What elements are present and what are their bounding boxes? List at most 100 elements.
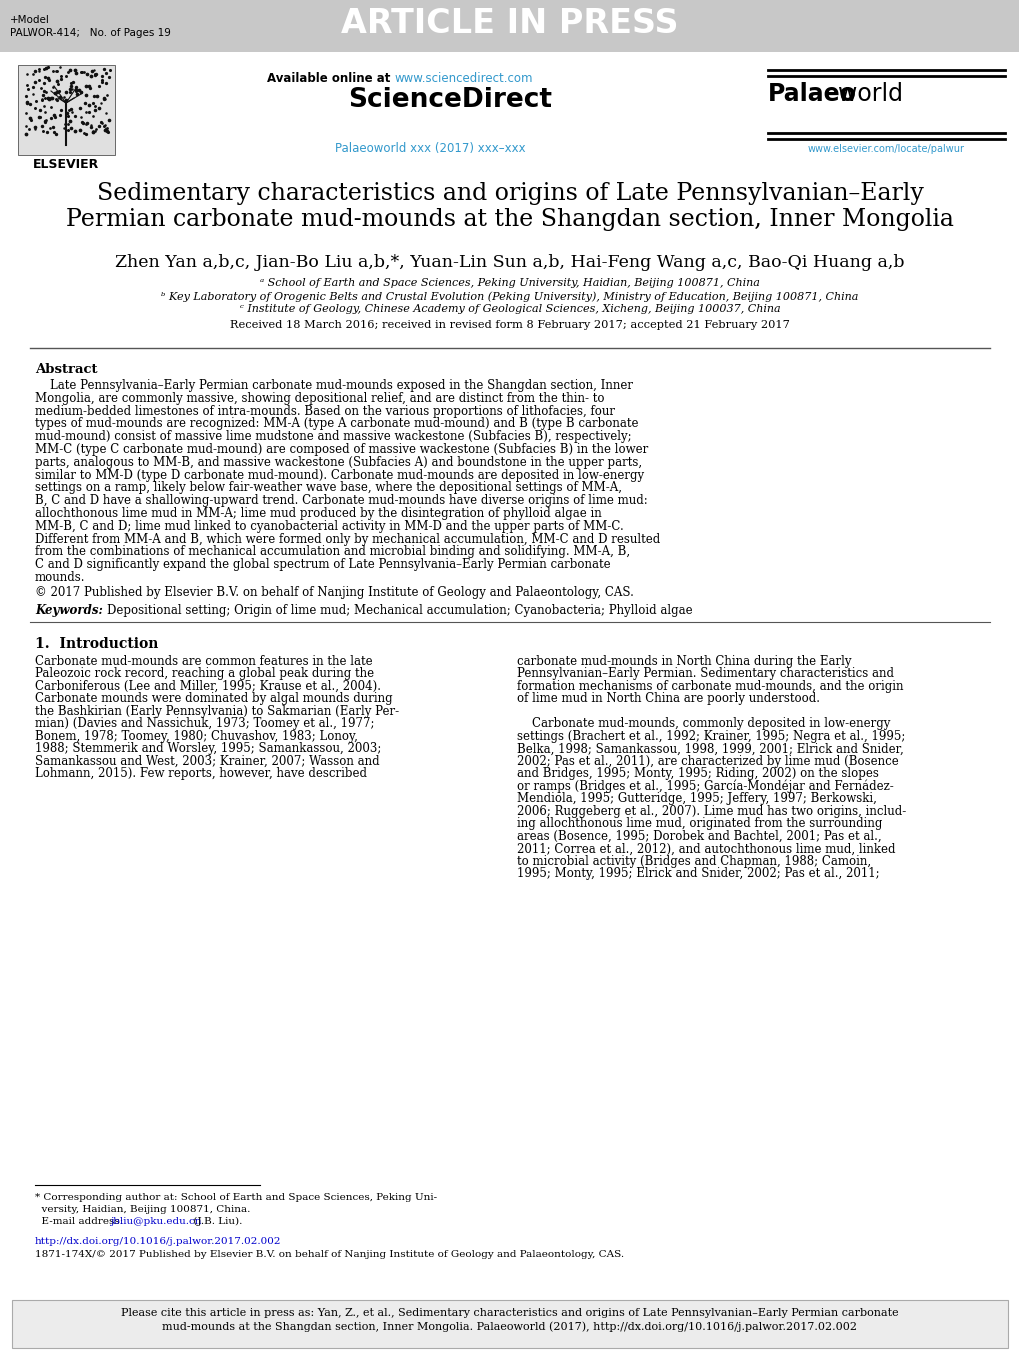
Point: [73, 81, 90, 103]
Text: PALWOR-414;   No. of Pages 19: PALWOR-414; No. of Pages 19: [10, 28, 171, 38]
Text: Lohmann, 2015). Few reports, however, have described: Lohmann, 2015). Few reports, however, ha…: [35, 767, 367, 781]
Text: 1.  Introduction: 1. Introduction: [35, 636, 158, 651]
Point: [93, 92, 109, 113]
Text: Carbonate mounds were dominated by algal mounds during: Carbonate mounds were dominated by algal…: [35, 692, 392, 705]
Point: [87, 63, 103, 85]
Point: [31, 59, 47, 81]
Point: [101, 109, 117, 131]
Text: settings on a ramp, likely below fair-weather wave base, where the depositional : settings on a ramp, likely below fair-we…: [35, 481, 622, 494]
Point: [37, 66, 53, 88]
Point: [37, 86, 53, 108]
Point: [87, 100, 103, 122]
Point: [62, 78, 78, 100]
Point: [52, 69, 68, 91]
Point: [49, 70, 65, 92]
Point: [99, 120, 115, 142]
Text: Depositional setting; Origin of lime mud; Mechanical accumulation; Cyanobacteria: Depositional setting; Origin of lime mud…: [107, 604, 692, 617]
Text: Carboniferous (Lee and Miller, 1995; Krause et al., 2004).: Carboniferous (Lee and Miller, 1995; Kra…: [35, 680, 381, 693]
Point: [72, 61, 89, 82]
Point: [17, 85, 34, 107]
Point: [88, 120, 104, 142]
Point: [56, 86, 72, 108]
Point: [77, 92, 94, 113]
Text: B, C and D have a shallowing-upward trend. Carbonate mud-mounds have diverse ori: B, C and D have a shallowing-upward tren…: [35, 494, 647, 507]
Point: [41, 86, 57, 108]
Point: [49, 89, 65, 111]
Text: ARTICLE IN PRESS: ARTICLE IN PRESS: [341, 7, 678, 41]
Point: [40, 57, 56, 78]
Text: Please cite this article in press as: Yan, Z., et al., Sedimentary characteristi: Please cite this article in press as: Ya…: [121, 1308, 898, 1319]
Point: [57, 113, 73, 135]
Point: [60, 99, 76, 120]
Point: [81, 95, 97, 116]
Text: E-mail address:: E-mail address:: [35, 1217, 126, 1225]
Point: [18, 63, 35, 85]
Point: [62, 59, 78, 81]
Point: [94, 70, 110, 92]
Point: [52, 104, 68, 126]
Text: types of mud-mounds are recognized: MM-A (type A carbonate mud-mound) and B (typ: types of mud-mounds are recognized: MM-A…: [35, 417, 638, 431]
Point: [94, 70, 110, 92]
Point: [46, 122, 62, 143]
Point: [97, 88, 113, 109]
Point: [86, 85, 102, 107]
Point: [31, 69, 47, 91]
Text: jbliu@pku.edu.cn: jbliu@pku.edu.cn: [110, 1217, 202, 1225]
Point: [68, 76, 85, 97]
Point: [74, 61, 91, 82]
Point: [36, 73, 52, 95]
Text: Mongolia, are commonly massive, showing depositional relief, and are distinct fr: Mongolia, are commonly massive, showing …: [35, 392, 604, 405]
Point: [49, 61, 65, 82]
Point: [67, 62, 84, 84]
Point: [75, 112, 92, 134]
Point: [31, 58, 47, 80]
Point: [83, 65, 99, 86]
Point: [24, 82, 41, 104]
Point: [26, 59, 43, 81]
Text: Sedimentary characteristics and origins of Late Pennsylvanian–Early: Sedimentary characteristics and origins …: [97, 182, 922, 205]
Text: allochthonous lime mud in MM-A; lime mud produced by the disintegration of phyll: allochthonous lime mud in MM-A; lime mud…: [35, 507, 601, 520]
Text: from the combinations of mechanical accumulation and microbial binding and solid: from the combinations of mechanical accu…: [35, 546, 630, 558]
Point: [39, 122, 55, 143]
Point: [64, 101, 81, 123]
Text: ing allochthonous lime mud, originated from the surrounding: ing allochthonous lime mud, originated f…: [517, 817, 881, 831]
Point: [83, 77, 99, 99]
Point: [44, 88, 60, 109]
Point: [68, 84, 85, 105]
Point: [28, 91, 44, 112]
Point: [47, 82, 63, 104]
Text: Permian carbonate mud-mounds at the Shangdan section, Inner Mongolia: Permian carbonate mud-mounds at the Shan…: [66, 208, 953, 231]
FancyBboxPatch shape: [12, 1300, 1007, 1348]
Point: [59, 105, 75, 127]
Point: [17, 103, 34, 124]
Text: www.elsevier.com/locate/palwur: www.elsevier.com/locate/palwur: [807, 145, 964, 154]
Point: [58, 89, 74, 111]
Text: ELSEVIER: ELSEVIER: [33, 158, 99, 172]
FancyBboxPatch shape: [18, 65, 115, 155]
Point: [77, 74, 94, 96]
Text: similar to MM-D (type D carbonate mud-mound). Carbonate mud-mounds are deposited: similar to MM-D (type D carbonate mud-mo…: [35, 469, 643, 481]
Point: [76, 62, 93, 84]
Point: [52, 57, 68, 78]
Text: www.sciencedirect.com: www.sciencedirect.com: [394, 72, 533, 85]
Point: [81, 101, 97, 123]
Point: [45, 77, 61, 99]
Point: [35, 84, 51, 105]
Point: [72, 107, 89, 128]
Point: [72, 81, 89, 103]
Point: [89, 85, 105, 107]
Point: [48, 81, 64, 103]
Text: 1995; Monty, 1995; Elrick and Snider, 2002; Pas et al., 2011;: 1995; Monty, 1995; Elrick and Snider, 20…: [517, 867, 878, 881]
Point: [25, 77, 42, 99]
Text: +Model: +Model: [10, 15, 50, 26]
Text: http://dx.doi.org/10.1016/j.palwor.2017.02.002: http://dx.doi.org/10.1016/j.palwor.2017.…: [35, 1238, 281, 1246]
Text: 2011; Correa et al., 2012), and autochthonous lime mud, linked: 2011; Correa et al., 2012), and autochth…: [517, 842, 895, 855]
Text: Carbonate mud-mounds are common features in the late: Carbonate mud-mounds are common features…: [35, 655, 372, 667]
Point: [47, 105, 63, 127]
Text: MM-B, C and D; lime mud linked to cyanobacterial activity in MM-D and the upper : MM-B, C and D; lime mud linked to cyanob…: [35, 520, 624, 532]
Point: [53, 65, 69, 86]
Point: [48, 61, 64, 82]
Point: [70, 80, 87, 101]
Point: [88, 63, 104, 85]
Point: [45, 61, 61, 82]
